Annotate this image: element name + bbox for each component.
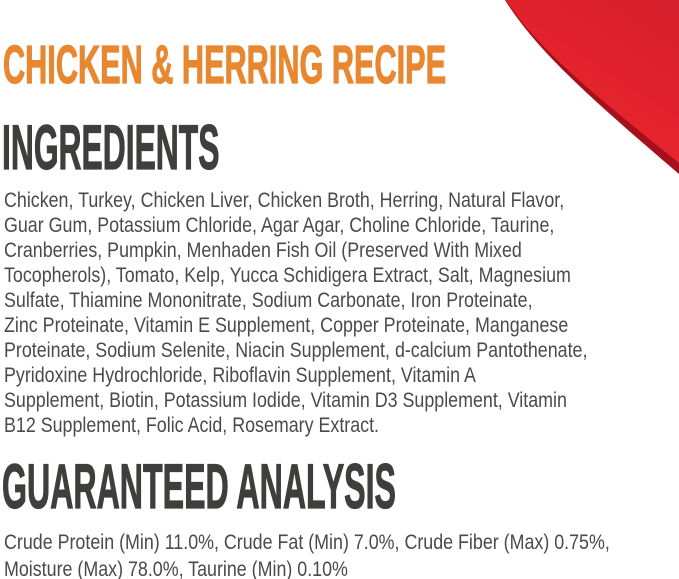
ingredients-line: Guar Gum, Potassium Chloride, Agar Agar,…	[4, 214, 555, 237]
ingredients-heading: INGREDIENTS	[2, 113, 220, 183]
ingredients-line: Chicken, Turkey, Chicken Liver, Chicken …	[4, 189, 565, 212]
guaranteed-analysis-line: Moisture (Max) 78.0%, Taurine (Min) 0.10…	[4, 558, 348, 579]
ingredients-line: Sulfate, Thiamine Mononitrate, Sodium Ca…	[4, 289, 533, 312]
guaranteed-analysis-heading: GUARANTEED ANALYSIS	[2, 452, 397, 522]
ingredients-line: Tocopherols), Tomato, Kelp, Yucca Schidi…	[4, 264, 571, 287]
ingredients-line: Proteinate, Sodium Selenite, Niacin Supp…	[4, 339, 588, 362]
ingredients-line: Supplement, Biotin, Potassium Iodide, Vi…	[4, 389, 567, 412]
ingredients-text: Chicken, Turkey, Chicken Liver, Chicken …	[4, 188, 679, 438]
ingredients-line: B12 Supplement, Folic Acid, Rosemary Ext…	[4, 414, 380, 437]
ingredients-line: Pyridoxine Hydrochloride, Riboflavin Sup…	[4, 364, 476, 387]
swoosh-dark-edge	[505, 0, 679, 174]
ingredients-line: Cranberries, Pumpkin, Menhaden Fish Oil …	[4, 239, 522, 262]
ingredients-line: Zinc Proteinate, Vitamin E Supplement, C…	[4, 314, 569, 337]
swoosh-body	[506, 0, 679, 163]
recipe-title: CHICKEN & HERRING RECIPE	[3, 35, 447, 95]
guaranteed-analysis-text: Crude Protein (Min) 11.0%, Crude Fat (Mi…	[4, 529, 679, 579]
guaranteed-analysis-line: Crude Protein (Min) 11.0%, Crude Fat (Mi…	[4, 531, 610, 554]
